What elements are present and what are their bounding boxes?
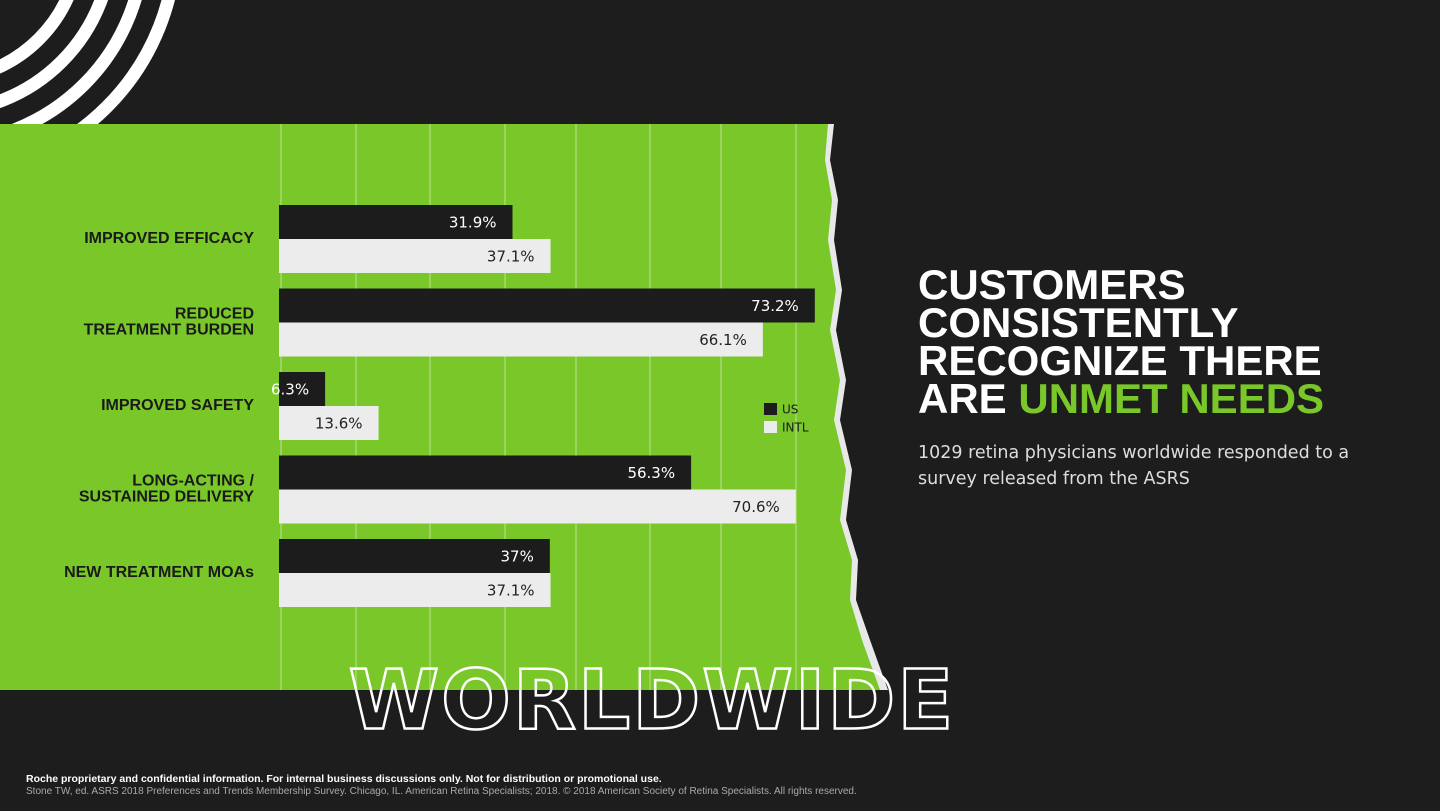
bar	[279, 573, 551, 607]
green-panel	[0, 124, 880, 690]
category-label: REDUCED TREATMENT BURDEN	[84, 306, 254, 339]
legend-label: INTL	[782, 421, 809, 435]
category-line: TREATMENT BURDEN	[84, 322, 254, 339]
footer-notice: Roche proprietary and confidential infor…	[26, 773, 662, 785]
bar	[279, 288, 815, 323]
bar	[279, 455, 692, 490]
value-label: 73.2%	[751, 297, 799, 315]
legend-swatch	[764, 421, 777, 433]
bar	[279, 239, 551, 273]
category-line: SUSTAINED DELIVERY	[79, 489, 254, 506]
category-line: NEW TREATMENT MOAs	[64, 564, 254, 581]
bar	[279, 489, 796, 524]
category-line: IMPROVED SAFETY	[101, 397, 254, 414]
footer-source: Stone TW, ed. ASRS 2018 Preferences and …	[26, 786, 857, 797]
category-line: REDUCED	[175, 306, 254, 323]
category-label: IMPROVED EFFICACY	[84, 230, 254, 247]
bar	[279, 205, 513, 239]
title-highlight: UNMET NEEDS	[1018, 375, 1325, 422]
value-label: 13.6%	[315, 415, 363, 433]
value-label: 70.6%	[732, 498, 780, 516]
value-label: 31.9%	[449, 214, 497, 232]
bar	[279, 322, 763, 357]
value-label: 37%	[500, 548, 533, 566]
value-label: 66.1%	[699, 331, 747, 349]
value-label: 37.1%	[487, 248, 535, 266]
category-label: NEW TREATMENT MOAs	[64, 564, 254, 581]
value-label: 6.3%	[271, 381, 309, 399]
subtitle: 1029 retina physicians worldwide respond…	[918, 443, 1350, 489]
bar	[279, 406, 379, 440]
value-label: 37.1%	[487, 582, 535, 600]
headline: CUSTOMERS CONSISTENTLY RECOGNIZE THERE A…	[918, 264, 1388, 420]
category-label: IMPROVED SAFETY	[101, 397, 254, 414]
legend-swatch	[764, 403, 777, 415]
bar	[279, 539, 550, 573]
value-label: 56.3%	[627, 464, 675, 482]
title: CUSTOMERS CONSISTENTLY RECOGNIZE THERE A…	[918, 261, 1322, 422]
watermark: WORLDWIDE	[349, 653, 956, 748]
bar	[279, 372, 326, 406]
category-line: IMPROVED EFFICACY	[84, 230, 254, 247]
category-line: LONG-ACTING /	[132, 473, 254, 490]
category-label: LONG-ACTING / SUSTAINED DELIVERY	[79, 473, 255, 506]
legend-label: US	[782, 403, 798, 417]
